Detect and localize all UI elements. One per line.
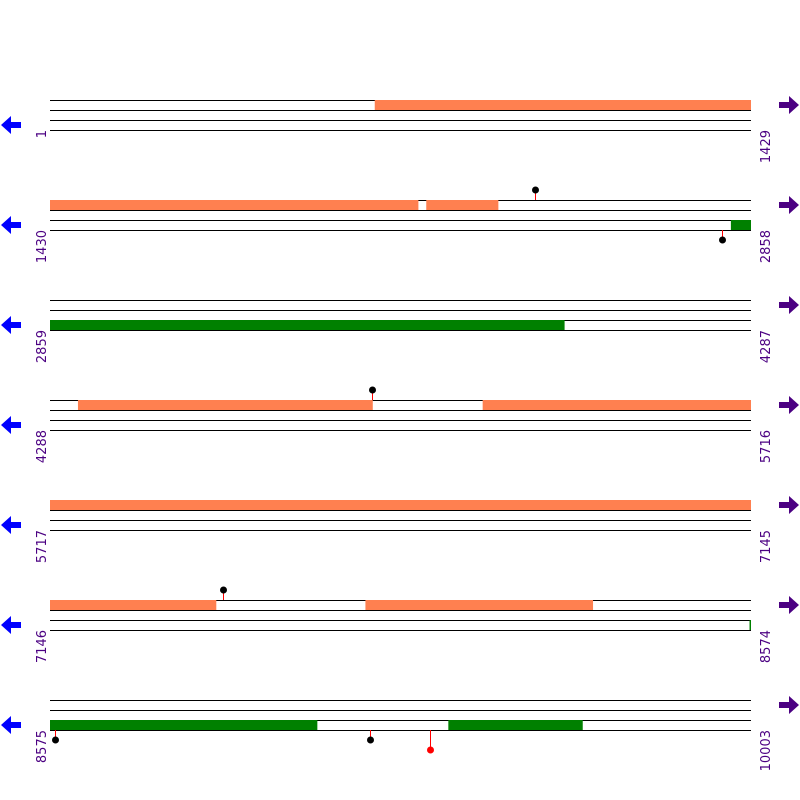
right-arrow-icon[interactable] bbox=[779, 296, 799, 314]
forward-orf-bar[interactable] bbox=[77, 400, 373, 410]
end-position-label: 8574 bbox=[759, 630, 774, 663]
start-position-label: 7146 bbox=[35, 630, 50, 663]
right-arrow-icon[interactable] bbox=[779, 396, 799, 414]
start-position-label: 8575 bbox=[35, 730, 50, 763]
start-position-label: 4288 bbox=[35, 430, 50, 463]
forward-orf-bar[interactable] bbox=[426, 200, 499, 210]
right-arrow-icon[interactable] bbox=[779, 696, 799, 714]
right-arrow-icon[interactable] bbox=[779, 596, 799, 614]
map-row: 7146 8574 bbox=[1, 586, 799, 663]
forward-orf-bar[interactable] bbox=[374, 100, 751, 110]
start-position-label: 2859 bbox=[35, 330, 50, 363]
end-position-label: 1429 bbox=[759, 130, 774, 163]
reverse-orf-bar[interactable] bbox=[448, 720, 583, 730]
forward-orf-bar[interactable] bbox=[50, 600, 217, 610]
left-arrow-icon[interactable] bbox=[1, 316, 21, 334]
left-arrow-icon[interactable] bbox=[1, 616, 21, 634]
marker-dot[interactable] bbox=[367, 736, 374, 744]
left-arrow-icon[interactable] bbox=[1, 416, 21, 434]
end-position-label: 7145 bbox=[759, 530, 774, 563]
left-arrow-icon[interactable] bbox=[1, 516, 21, 534]
marker-dot[interactable] bbox=[532, 186, 539, 194]
left-arrow-icon[interactable] bbox=[1, 716, 21, 734]
forward-orf-bar[interactable] bbox=[50, 200, 419, 210]
left-arrow-icon[interactable] bbox=[1, 116, 21, 134]
marker-dot[interactable] bbox=[220, 586, 227, 594]
right-arrow-icon[interactable] bbox=[779, 496, 799, 514]
reverse-orf-bar[interactable] bbox=[50, 720, 318, 730]
end-position-label: 10003 bbox=[759, 730, 774, 771]
end-position-label: 5716 bbox=[759, 430, 774, 463]
end-position-label: 4287 bbox=[759, 330, 774, 363]
right-arrow-icon[interactable] bbox=[779, 196, 799, 214]
reverse-orf-bar[interactable] bbox=[730, 220, 751, 230]
map-row: 1430 2858 bbox=[1, 186, 799, 263]
marker-dot[interactable] bbox=[427, 746, 434, 754]
map-row: 5717 7145 bbox=[1, 496, 799, 563]
start-position-label: 1 bbox=[35, 130, 50, 138]
forward-orf-bar[interactable] bbox=[50, 500, 751, 510]
start-position-label: 1430 bbox=[35, 230, 50, 263]
right-arrow-icon[interactable] bbox=[779, 96, 799, 114]
marker-dot[interactable] bbox=[369, 386, 376, 394]
map-row: 1 1429 bbox=[1, 96, 799, 163]
start-position-label: 5717 bbox=[35, 530, 50, 563]
marker-dot[interactable] bbox=[52, 736, 59, 744]
forward-orf-bar[interactable] bbox=[365, 600, 594, 610]
reverse-orf-bar[interactable] bbox=[50, 320, 565, 330]
end-position-label: 2858 bbox=[759, 230, 774, 263]
marker-dot[interactable] bbox=[719, 236, 726, 244]
forward-orf-bar[interactable] bbox=[482, 400, 751, 410]
reverse-orf-bar[interactable] bbox=[749, 620, 751, 630]
map-row: 8575 10003 bbox=[1, 696, 799, 771]
map-row: 4288 5716 bbox=[1, 386, 799, 463]
left-arrow-icon[interactable] bbox=[1, 216, 21, 234]
map-row: 2859 4287 bbox=[1, 296, 799, 363]
